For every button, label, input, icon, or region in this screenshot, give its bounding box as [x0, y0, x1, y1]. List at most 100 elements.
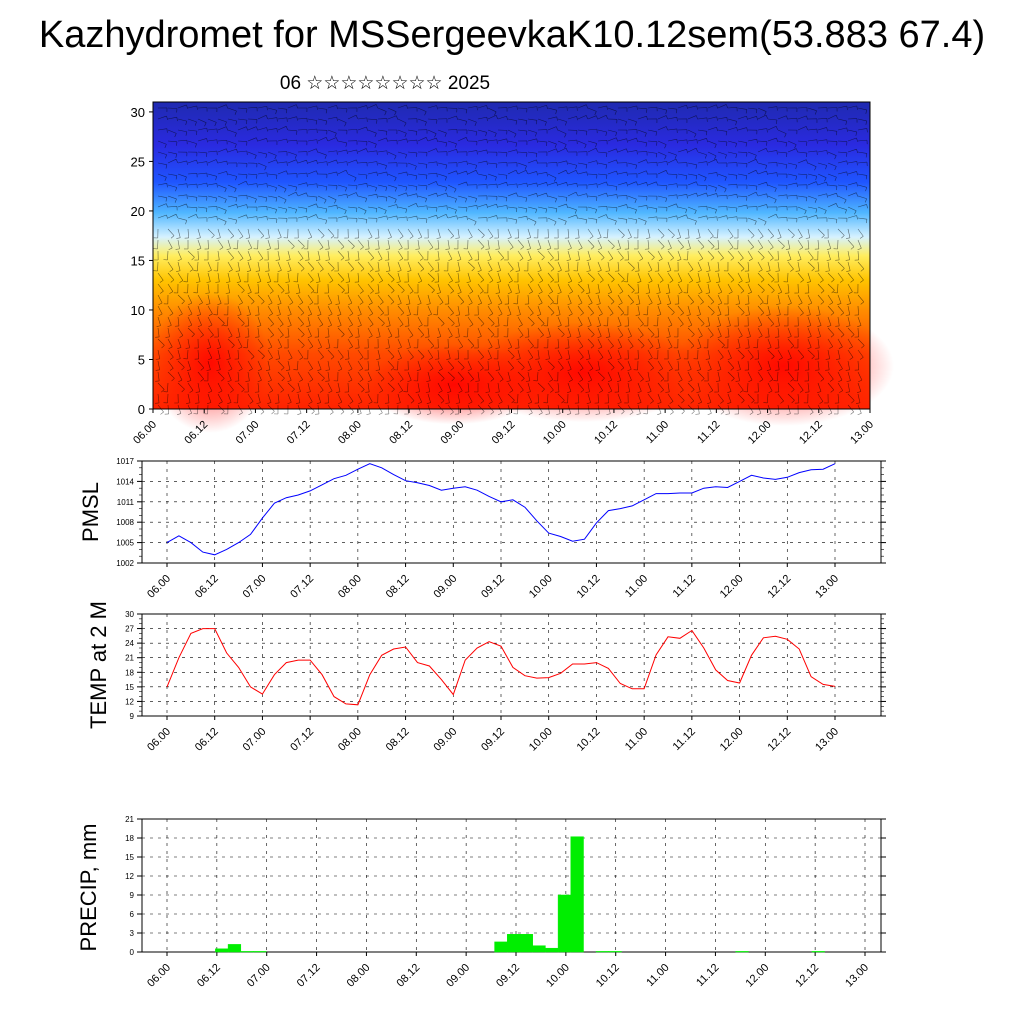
wind-barb — [727, 239, 734, 248]
wind-barb-flag — [615, 186, 618, 191]
wind-barb — [267, 371, 272, 381]
wind-barb-flag — [480, 367, 484, 371]
wind-barb-flag — [717, 369, 722, 371]
wind-barb-flag — [681, 400, 685, 404]
wind-barb-flag — [457, 259, 462, 261]
x-tick-label: 12.12 — [765, 726, 793, 754]
wind-barb-flag — [400, 312, 405, 316]
wind-barb — [587, 239, 595, 247]
wind-barb — [457, 118, 467, 122]
wind-barb-flag — [391, 290, 395, 294]
wind-barb-flag — [268, 302, 273, 305]
wind-barb-flag — [450, 411, 454, 415]
wind-barb-flag — [378, 258, 383, 261]
wind-barb — [297, 316, 304, 325]
wind-barb — [857, 239, 862, 249]
plot-frame — [141, 818, 882, 953]
wind-barb — [647, 382, 652, 392]
wind-barb — [387, 349, 395, 357]
wind-barb — [577, 338, 584, 347]
wind-barb — [207, 316, 213, 326]
wind-barb — [197, 316, 202, 326]
wind-barb-flag — [536, 159, 539, 164]
wind-barb — [247, 239, 253, 249]
wind-barb — [497, 261, 501, 271]
wind-barb — [487, 215, 497, 219]
wind-barb-flag — [169, 269, 174, 272]
wind-barb-flag — [388, 335, 393, 339]
wind-barb-flag — [838, 346, 843, 349]
wind-barb — [627, 181, 637, 186]
wind-barb — [707, 283, 711, 293]
x-tick-label: 09.00 — [431, 726, 459, 754]
wind-barb — [527, 360, 532, 370]
wind-barb — [527, 272, 534, 281]
wind-barb — [587, 371, 593, 381]
wind-barb — [527, 382, 531, 392]
wind-barb — [267, 404, 275, 412]
wind-barb-flag — [357, 413, 362, 416]
wind-barb — [837, 272, 844, 281]
wind-barb — [367, 360, 369, 370]
wind-barb-flag — [754, 221, 757, 226]
wind-barb-flag — [175, 175, 178, 180]
wind-barb — [157, 162, 167, 165]
wind-barb-flag — [439, 302, 444, 305]
wind-barb — [437, 239, 440, 249]
wind-barb — [667, 360, 673, 369]
wind-barb-flag — [175, 153, 178, 158]
wind-barb-flag — [211, 235, 215, 239]
wind-barb — [637, 261, 640, 271]
wind-barb-flag — [268, 346, 273, 350]
wind-barb-flag — [535, 132, 537, 137]
wind-barb-flag — [196, 105, 198, 110]
wind-barb — [717, 206, 727, 208]
wind-barb — [567, 139, 577, 142]
wind-barb — [847, 137, 857, 142]
wind-barb-flag — [494, 176, 497, 181]
wind-barb — [757, 283, 765, 291]
wind-barb — [827, 371, 834, 380]
wind-barb — [247, 173, 257, 176]
wind-barb — [537, 140, 547, 143]
wind-barb — [637, 371, 644, 380]
wind-barb — [417, 294, 422, 304]
wind-barb-flag — [520, 246, 524, 250]
wind-barb — [467, 360, 472, 370]
wind-barb — [567, 338, 570, 348]
wind-barb-flag — [406, 138, 408, 143]
wind-barb — [657, 250, 663, 259]
wind-barb — [537, 239, 542, 249]
wind-barb — [637, 159, 647, 164]
wind-barb-flag — [325, 369, 330, 371]
wind-barb — [267, 327, 274, 336]
wind-barb — [217, 360, 221, 370]
wind-barb — [437, 228, 441, 238]
wind-barb — [177, 382, 185, 390]
wind-barb-flag — [366, 174, 368, 179]
wind-barb — [637, 338, 645, 346]
wind-barb-flag — [816, 215, 818, 220]
wind-barb-flag — [480, 290, 484, 294]
wind-barb-flag — [325, 109, 328, 114]
wind-barb — [287, 129, 297, 132]
wind-barb — [567, 182, 577, 186]
wind-barb — [577, 104, 587, 109]
wind-barb — [827, 129, 837, 132]
wind-barb-flag — [676, 358, 681, 360]
wind-barb — [167, 206, 177, 208]
wind-barb — [197, 138, 207, 142]
wind-barb-flag — [655, 208, 658, 213]
wind-barb-flag — [296, 159, 299, 164]
wind-barb — [337, 184, 347, 188]
wind-barb — [267, 239, 271, 249]
wind-barb-flag — [399, 379, 404, 382]
wind-barb — [687, 294, 694, 303]
wind-barb-flag — [854, 210, 857, 215]
wind-barb-flag — [696, 139, 698, 144]
wind-barb-flag — [846, 325, 851, 327]
wind-barb — [807, 181, 817, 186]
wind-barb-flag — [714, 155, 717, 160]
wind-barb-flag — [185, 131, 188, 136]
wind-barb-flag — [699, 258, 703, 261]
